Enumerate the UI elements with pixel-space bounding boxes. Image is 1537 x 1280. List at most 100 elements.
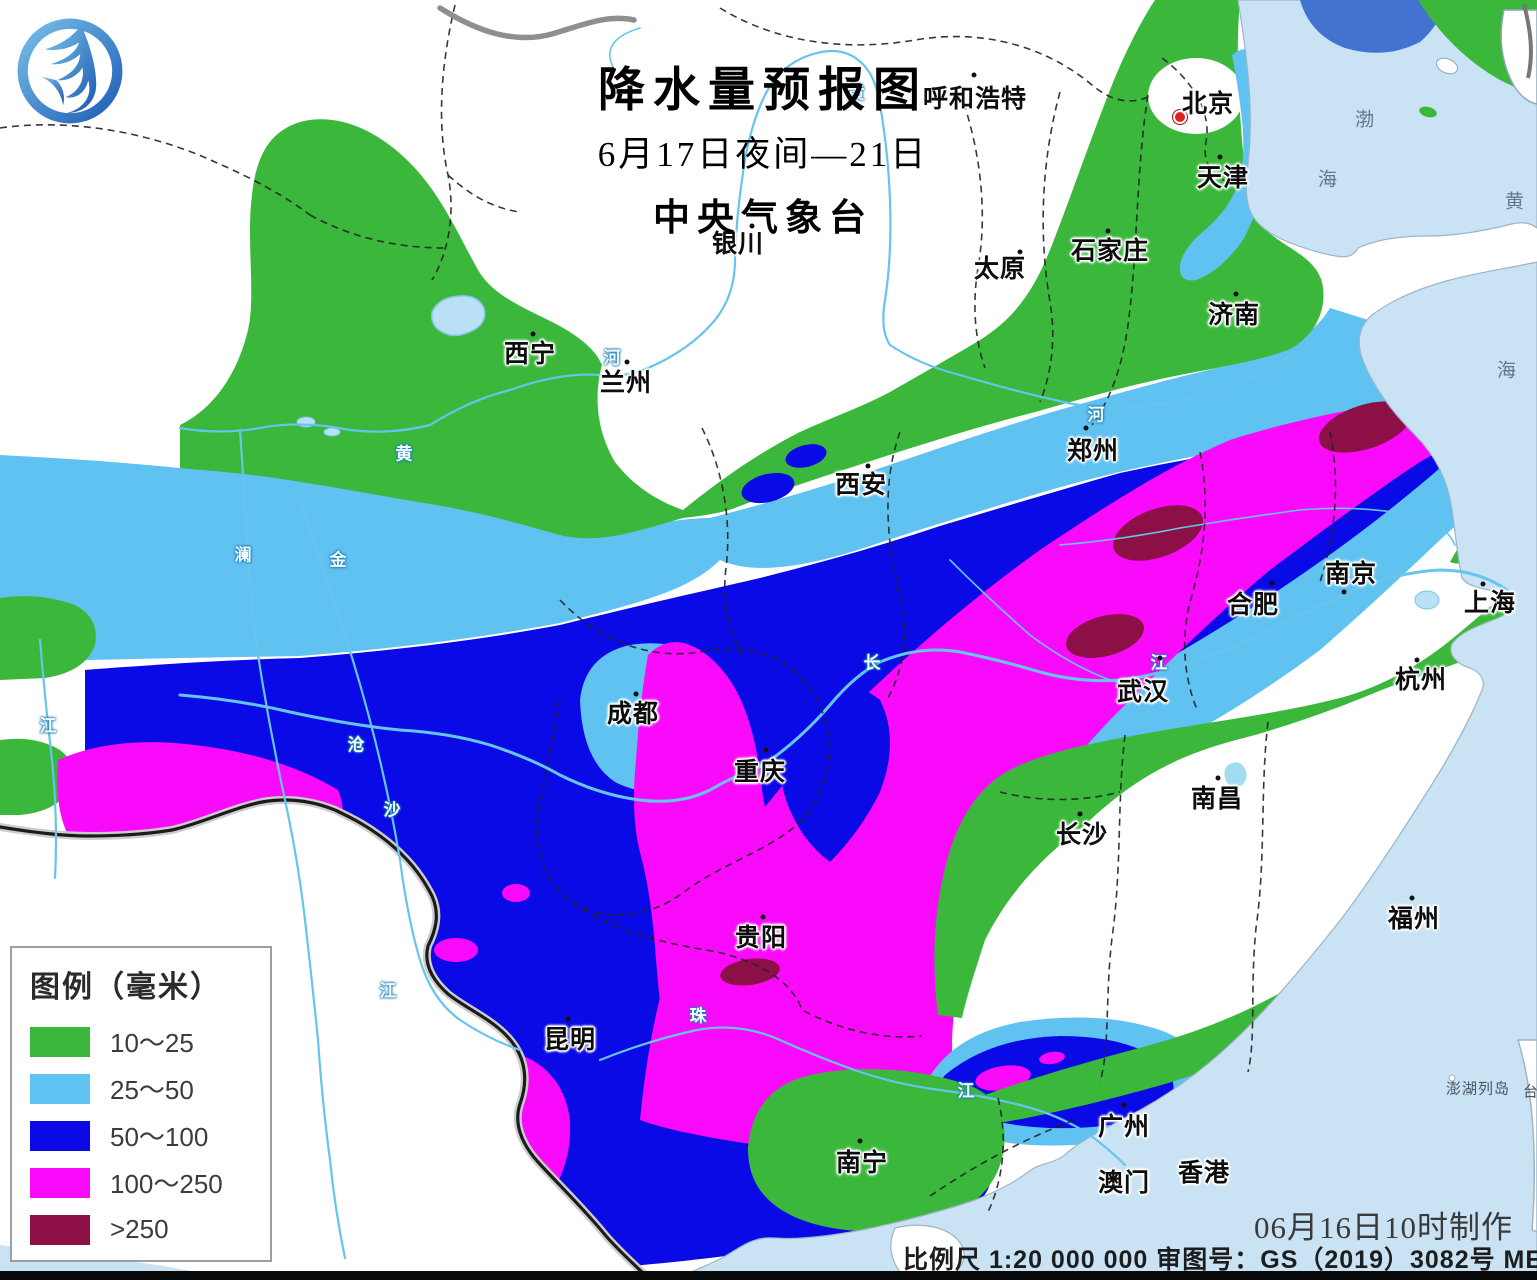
national-border [0, 798, 650, 1280]
city-dot [1414, 657, 1420, 663]
band-green-main [180, 0, 1324, 539]
sea-label: 台 [1522, 1083, 1537, 1101]
city-label: 合肥 [1226, 591, 1280, 619]
river-label: 长 [863, 653, 881, 673]
city-dot [1215, 775, 1221, 781]
city-dot [1077, 811, 1083, 817]
river-label: 黄 [847, 83, 865, 103]
city-label: 昆明 [543, 1026, 597, 1054]
river-label: 江 [379, 981, 397, 1001]
city-label: 北京 [1181, 90, 1235, 118]
city-label: 武汉 [1116, 678, 1170, 706]
river-label: 河 [1087, 405, 1105, 425]
city-label: 福州 [1387, 905, 1441, 933]
sea-label: 渤 [1354, 109, 1376, 131]
legend-label: 25～50 [110, 1075, 194, 1105]
city-label: 太原 [973, 255, 1027, 283]
band-lightblue-tianjin [1179, 49, 1271, 281]
legend-box: 图例（毫米） 10～25 25～50 50～100 100～250 >250 [10, 946, 272, 1262]
city-label: 天津 [1196, 164, 1250, 192]
lake-small-2 [323, 427, 341, 437]
band-maroon-4 [720, 958, 780, 986]
river-label: 黄 [395, 444, 413, 464]
legend-swatch [30, 1026, 90, 1057]
city-label: 澳门 [1097, 1169, 1151, 1197]
city-dot [565, 1016, 571, 1022]
island-2 [1419, 106, 1437, 118]
sea-label: 黄 [1504, 191, 1526, 213]
river-label: 沧 [347, 735, 365, 755]
band-green-nanning [748, 1069, 1005, 1232]
land-taiwan [1516, 1039, 1537, 1233]
white-pocket-beijing [1148, 58, 1244, 134]
province-borders [0, 4, 1337, 1213]
legend-label: 50～100 [110, 1122, 209, 1152]
legend-label: 10～25 [110, 1028, 194, 1058]
sea-bohai [1237, 0, 1537, 258]
bottom-border-bar [0, 1271, 1537, 1280]
city-label: 西宁 [503, 340, 557, 368]
band-magenta-spot-w2 [502, 884, 530, 902]
city-dot [1480, 581, 1486, 587]
river-label: 澜 [234, 545, 252, 565]
river-label: 沙 [383, 800, 401, 820]
city-dot [1121, 1102, 1127, 1108]
island-penghu-2 [1462, 1088, 1470, 1096]
city-dot [1233, 291, 1239, 297]
band-lightblue-nw [0, 308, 1420, 662]
legend-row: 50～100 [30, 1112, 270, 1159]
legend-title: 图例（毫米） [30, 971, 222, 1004]
city-label: 济南 [1207, 301, 1261, 329]
city-label: 南京 [1324, 560, 1378, 588]
river-label: 金 [329, 550, 347, 570]
city-label: 兰州 [599, 369, 653, 397]
city-dot [760, 914, 766, 920]
city-label: 银川 [711, 230, 765, 258]
band-magenta-s3 [1039, 1051, 1065, 1065]
city-dot [1105, 228, 1111, 234]
legend-label: 100～250 [110, 1169, 223, 1199]
issue-time: 06月16日10时制作 [1254, 1210, 1513, 1245]
border-ne-corner [1522, 3, 1533, 79]
city-dot [624, 359, 630, 365]
legend-row: 25～50 [30, 1065, 270, 1112]
band-green-se-stripe [934, 570, 1537, 1018]
sea-label: 海 [1317, 169, 1339, 191]
band-blue-xian2 [741, 472, 795, 504]
island-1 [1435, 57, 1459, 75]
city-dot [530, 331, 536, 337]
city-dot [1409, 895, 1415, 901]
rivers [38, 27, 1512, 1260]
band-magenta-spot-w1 [434, 938, 478, 962]
city-label: 香港 [1177, 1159, 1231, 1187]
city-dot [1017, 249, 1023, 255]
river-label: 江 [39, 716, 57, 736]
city-label: 杭州 [1394, 666, 1448, 694]
border-mongolia [437, 5, 637, 41]
band-blue-xian1 [785, 444, 827, 468]
city-dot [1157, 655, 1163, 661]
band-lightblue-se [990, 468, 1462, 810]
capital-dot [1173, 110, 1187, 124]
band-magenta-tongue [634, 642, 830, 1118]
city-label: 石家庄 [1070, 237, 1150, 265]
river-label: 江 [1150, 653, 1168, 673]
sea-label: 澎湖列岛 [1445, 1080, 1511, 1098]
lake-qinghai [430, 295, 486, 337]
legend-swatch [30, 1073, 90, 1104]
sea-label: 海 [1496, 360, 1518, 382]
legend-label: >250 [110, 1214, 169, 1244]
legend-swatch [30, 1167, 90, 1198]
legend-row: 100～250 [30, 1159, 270, 1206]
legend-items: 10～25 25～50 50～100 100～250 >250 [30, 1018, 270, 1253]
city-label: 长沙 [1055, 821, 1109, 849]
city-label: 南昌 [1190, 785, 1244, 813]
city-label: 成都 [606, 700, 660, 728]
city-label: 呼和浩特 [922, 85, 1028, 113]
city-dot [763, 747, 769, 753]
band-green-west1 [0, 596, 96, 680]
city-label: 南宁 [835, 1149, 889, 1177]
band-blue-oversea [1300, 0, 1446, 53]
